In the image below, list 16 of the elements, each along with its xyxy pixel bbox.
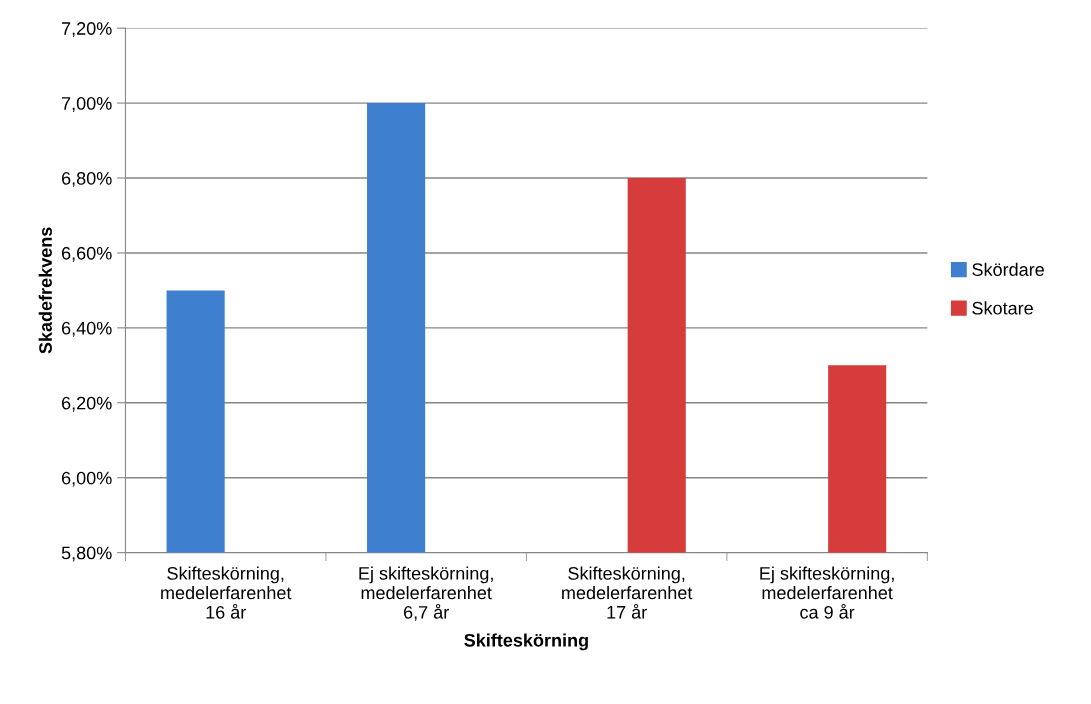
y-tick-label: 6,80% — [61, 171, 112, 187]
y-tick-label: 6,40% — [61, 321, 112, 337]
y-tick-label: 6,20% — [61, 396, 112, 412]
x-tick-label: Skifteskörning, medelerfarenhet 16 år — [161, 566, 292, 619]
legend-label: Skördare — [972, 262, 1044, 276]
y-tick-label: 6,00% — [61, 471, 112, 487]
x-tick-label: Ej skifteskörning, medelerfarenhet ca 9 år — [760, 566, 894, 619]
y-axis-title: Skadefrekvens — [38, 227, 52, 354]
y-tick-label: 7,00% — [62, 97, 112, 112]
legend-label: Skotare — [972, 301, 1033, 315]
y-tick-label: 6,60% — [61, 246, 112, 262]
y-tick-label: 5,80% — [61, 546, 112, 562]
y-tick-label: 7,20% — [62, 22, 112, 38]
x-tick-label: Ej skifteskörning, medelerfarenhet 6,7 år — [359, 566, 493, 621]
x-axis-title: Skifteskörning — [464, 633, 588, 651]
x-tick-label: Skifteskörning, medelerfarenhet 17 år — [562, 566, 693, 619]
